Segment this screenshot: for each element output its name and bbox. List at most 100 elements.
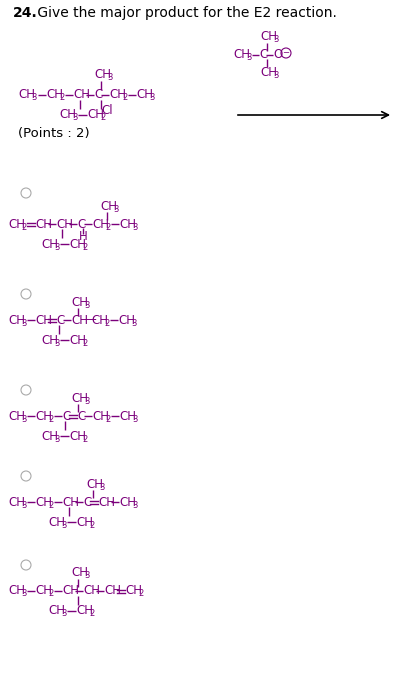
Text: CH: CH — [233, 48, 250, 61]
Text: CH: CH — [35, 495, 52, 509]
Text: CH: CH — [71, 392, 88, 404]
Text: CH: CH — [46, 89, 63, 102]
Text: CH: CH — [91, 314, 108, 326]
Text: 3: 3 — [246, 53, 251, 63]
Text: 3: 3 — [21, 415, 26, 423]
Text: CH: CH — [59, 108, 76, 122]
Text: CH: CH — [136, 89, 153, 102]
Text: —: — — [84, 314, 96, 326]
Text: CH: CH — [92, 217, 109, 230]
Text: 3: 3 — [21, 501, 26, 509]
Text: CH: CH — [83, 584, 100, 598]
Text: C: C — [259, 48, 267, 61]
Text: −: − — [282, 48, 290, 57]
Text: 2: 2 — [82, 435, 87, 444]
Text: CH: CH — [71, 567, 88, 579]
Text: 2: 2 — [138, 590, 143, 598]
Text: 2: 2 — [59, 94, 64, 102]
Text: CH: CH — [260, 67, 277, 79]
Text: C: C — [56, 314, 64, 326]
Text: 2: 2 — [100, 114, 105, 122]
Text: 3: 3 — [107, 73, 112, 83]
Text: CH: CH — [71, 295, 88, 308]
Text: 3: 3 — [113, 205, 118, 213]
Text: 24.: 24. — [13, 6, 38, 20]
Text: C: C — [77, 217, 85, 230]
Text: CH: CH — [125, 584, 142, 598]
Text: 3: 3 — [132, 415, 138, 423]
Text: 3: 3 — [99, 483, 104, 491]
Text: 3: 3 — [31, 94, 36, 102]
Text: CH: CH — [35, 217, 52, 230]
Text: (Points : 2): (Points : 2) — [18, 127, 90, 139]
Text: 3: 3 — [21, 590, 26, 598]
Text: CH: CH — [92, 409, 109, 423]
Text: C: C — [94, 89, 102, 102]
Text: 3: 3 — [132, 501, 138, 509]
Text: O: O — [273, 48, 282, 61]
Text: CH: CH — [41, 334, 58, 347]
Text: CH: CH — [8, 495, 25, 509]
Text: 3: 3 — [54, 339, 59, 347]
Text: 3: 3 — [131, 318, 136, 328]
Text: 3: 3 — [54, 435, 59, 444]
Text: CH: CH — [87, 108, 104, 122]
Text: 3: 3 — [61, 520, 67, 530]
Text: 3: 3 — [72, 114, 77, 122]
Text: 2: 2 — [48, 415, 53, 423]
Text: Give the major product for the E2 reaction.: Give the major product for the E2 reacti… — [33, 6, 337, 20]
Text: 3: 3 — [149, 94, 154, 102]
Text: CH: CH — [48, 516, 65, 528]
Text: 2: 2 — [104, 318, 109, 328]
Text: CH: CH — [118, 314, 135, 326]
Text: CH: CH — [41, 238, 58, 250]
Text: CH: CH — [71, 314, 88, 326]
Text: 2: 2 — [105, 415, 110, 423]
Text: 3: 3 — [54, 242, 59, 252]
Text: CH: CH — [56, 217, 73, 230]
Text: 2: 2 — [48, 590, 53, 598]
Text: CH: CH — [69, 429, 86, 443]
Text: CH: CH — [8, 409, 25, 423]
Text: CH: CH — [100, 199, 117, 213]
Text: CH: CH — [98, 495, 115, 509]
Text: H: H — [79, 229, 88, 242]
Text: CH: CH — [41, 429, 58, 443]
Text: Cl: Cl — [101, 104, 113, 118]
Text: CH: CH — [35, 314, 52, 326]
Text: 2: 2 — [21, 223, 26, 232]
Text: 2: 2 — [89, 610, 94, 618]
Text: CH: CH — [62, 495, 79, 509]
Text: CH: CH — [260, 30, 277, 44]
Text: CH: CH — [119, 495, 136, 509]
Text: 2: 2 — [48, 501, 53, 509]
Text: 2: 2 — [89, 520, 94, 530]
Text: CH: CH — [76, 604, 93, 618]
Text: CH: CH — [35, 409, 52, 423]
Text: 2: 2 — [122, 94, 127, 102]
Text: C: C — [62, 409, 70, 423]
Text: 2: 2 — [82, 242, 87, 252]
Text: CH: CH — [119, 409, 136, 423]
Text: CH: CH — [48, 604, 65, 618]
Text: CH: CH — [62, 584, 79, 598]
Text: 3: 3 — [273, 36, 278, 44]
Text: 3: 3 — [84, 571, 89, 581]
Text: CH: CH — [119, 217, 136, 230]
Text: 3: 3 — [21, 318, 26, 328]
Text: 3: 3 — [273, 71, 278, 81]
Text: CH: CH — [69, 238, 86, 250]
Text: CH: CH — [86, 478, 103, 491]
Text: CH: CH — [35, 584, 52, 598]
Text: CH: CH — [73, 89, 90, 102]
Text: CH: CH — [8, 584, 25, 598]
Text: 2: 2 — [82, 339, 87, 347]
Text: CH: CH — [8, 217, 25, 230]
Text: CH: CH — [94, 69, 111, 81]
Text: CH: CH — [76, 516, 93, 528]
Text: 3: 3 — [132, 223, 138, 232]
Text: CH: CH — [69, 334, 86, 347]
Text: CH: CH — [104, 584, 121, 598]
Text: C: C — [77, 409, 85, 423]
Text: 3: 3 — [84, 301, 89, 310]
